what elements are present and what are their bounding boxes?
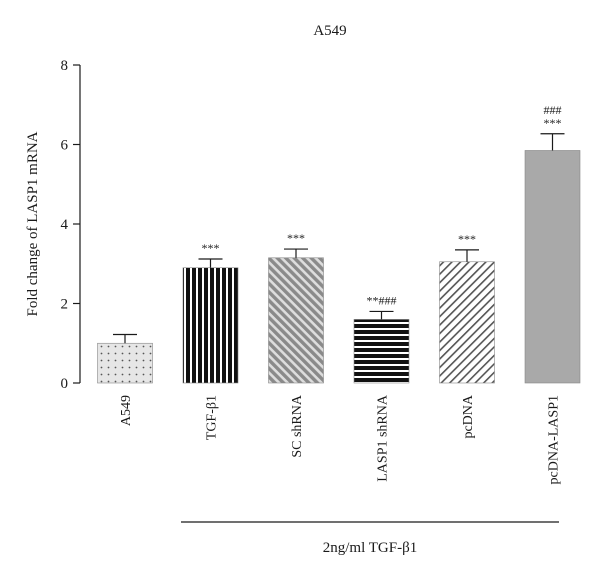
significance-label: *** (287, 231, 305, 245)
y-axis-label: Fold change of LASP1 mRNA (25, 131, 41, 316)
category-label: TGF-β1 (205, 395, 220, 440)
significance-label: ### (544, 103, 562, 117)
y-tick-label: 2 (61, 297, 69, 313)
significance-label: **### (367, 293, 397, 307)
group-bracket-label: 2ng/ml TGF-β1 (323, 540, 417, 556)
y-tick-label: 4 (61, 217, 69, 233)
bar (524, 150, 581, 384)
bars (97, 150, 581, 384)
error-bars (113, 133, 565, 344)
category-label: LASP1 shRNA (376, 394, 391, 482)
bar (97, 342, 153, 384)
significance-label: *** (458, 232, 476, 246)
y-axis: 0 2 4 6 8 (61, 58, 81, 392)
category-label: A549 (119, 395, 134, 426)
bar (268, 257, 324, 384)
significance-label: *** (202, 241, 220, 255)
chart-title: A549 (313, 23, 346, 39)
bar (182, 267, 239, 384)
y-tick-label: 6 (61, 138, 69, 154)
category-label: pcDNA (461, 394, 476, 438)
bar (439, 261, 495, 384)
significance-labels: ********###***###*** (202, 103, 562, 308)
category-labels: A549 TGF-β1 SC shRNA LASP1 shRNA pcDNA pcDNA-… (119, 394, 562, 484)
category-label: SC shRNA (290, 394, 305, 458)
y-tick-label: 0 (61, 376, 69, 392)
significance-label: *** (544, 116, 562, 130)
bar (353, 319, 410, 384)
category-label: pcDNA-LASP1 (547, 395, 562, 484)
y-tick-label: 8 (61, 58, 69, 74)
